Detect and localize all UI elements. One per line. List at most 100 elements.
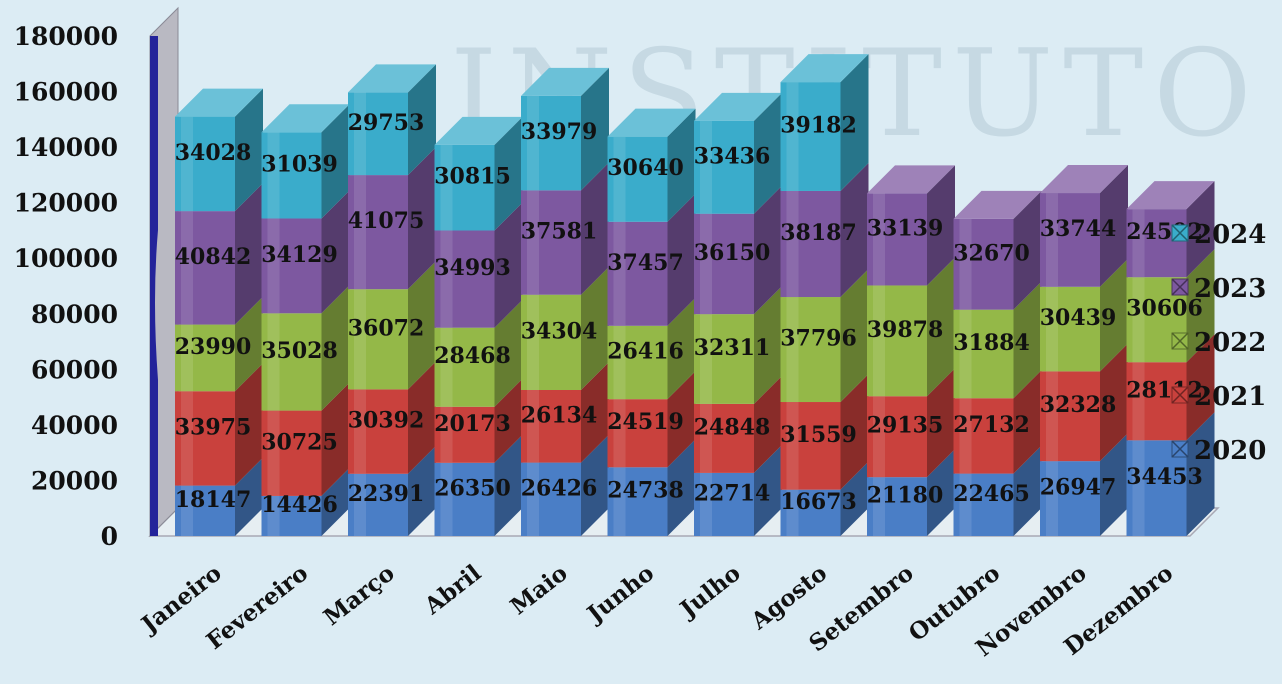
bar-side-2021 [927, 368, 955, 478]
bar-stack-Junho [607, 108, 696, 536]
data-label-2021: 27132 [953, 412, 1030, 438]
data-label-2024: 33979 [521, 119, 598, 145]
bar-highlight [959, 398, 972, 474]
bar-highlight [786, 402, 799, 490]
bar-stack-Janeiro [175, 88, 263, 536]
bar-side-2023 [494, 202, 523, 328]
data-label-2021: 28112 [1126, 377, 1203, 403]
data-label-2023: 36150 [694, 240, 771, 266]
bar-highlight [786, 489, 799, 536]
bar-side-2022 [408, 261, 436, 390]
bar-highlight [267, 132, 280, 219]
bar-side-2022 [1013, 281, 1042, 399]
bar-side-2021 [1186, 334, 1215, 441]
data-label-2023: 38187 [780, 220, 857, 246]
data-label-2020: 26947 [1040, 475, 1117, 501]
x-category-label: Março [319, 559, 400, 631]
bar-side-2021 [235, 363, 263, 486]
chart-walls [149, 6, 179, 538]
bar-side-2020 [840, 461, 869, 536]
bar-side-2022 [1186, 249, 1215, 363]
bar-highlight [1046, 193, 1058, 287]
data-label-2024: 34028 [175, 140, 252, 166]
data-label-2021: 29135 [867, 413, 944, 439]
bar-side-2020 [1186, 412, 1215, 536]
bar-highlight [181, 116, 193, 212]
bar-highlight [700, 472, 712, 536]
bar-side-2020 [494, 434, 523, 536]
data-label-2023: 24502 [1126, 219, 1203, 245]
data-label-2023: 40842 [175, 244, 252, 270]
data-label-2021: 33975 [175, 414, 252, 440]
data-label-2020: 34453 [1126, 464, 1203, 490]
legend-swatch-mark [1171, 224, 1189, 242]
bar-highlight [700, 120, 712, 214]
data-label-2021: 30725 [261, 429, 338, 455]
data-label-2022: 28468 [434, 343, 511, 369]
bar-top-2024 [780, 54, 869, 83]
bar-highlight [527, 190, 539, 295]
bar-side-2021 [1013, 370, 1042, 474]
legend-label: 2024 [1194, 220, 1266, 250]
data-label-2021: 20173 [434, 411, 511, 437]
bar-side-2023 [408, 147, 436, 290]
bar-stack-Março [348, 64, 436, 536]
data-label-2020: 22465 [953, 481, 1030, 507]
bar-stack-Fevereiro [261, 104, 350, 536]
y-tick-label: 60000 [31, 355, 118, 384]
bar-side-2023 [321, 190, 350, 314]
y-tick-label: 120000 [14, 189, 118, 218]
bar-highlight [267, 313, 280, 411]
bar-highlight [440, 144, 453, 231]
bar-highlight [786, 190, 799, 298]
bar-side-2020 [1013, 445, 1042, 536]
data-label-2022: 31884 [953, 330, 1030, 356]
bar-side-2021 [1100, 343, 1128, 462]
data-label-2023: 34129 [261, 242, 338, 268]
data-labels: 18147 33975 23990 40842 34028 14426 30725 35028… [175, 110, 1203, 518]
y-tick-label: 20000 [31, 466, 118, 495]
bar-highlight [786, 297, 799, 403]
bar-side-2020 [667, 439, 696, 536]
data-label-2020: 26426 [521, 475, 598, 501]
bar-highlight [1132, 440, 1145, 536]
bar-top-2023 [1126, 181, 1215, 210]
bar-highlight [613, 136, 626, 222]
data-label-2022: 32311 [694, 335, 771, 361]
bar-highlight [527, 294, 539, 390]
bar-highlight [354, 473, 366, 536]
legend-swatch-mark [1171, 386, 1189, 404]
bar-highlight [440, 406, 453, 463]
bar-side-2020 [927, 449, 955, 536]
legend: 2024 2023 2022 2021 2020 [1171, 220, 1266, 466]
bar-side-2024 [235, 88, 263, 212]
data-label-2022: 39878 [867, 317, 944, 343]
data-label-2021: 32328 [1040, 392, 1117, 418]
bar-stack-Outubro [953, 190, 1042, 536]
bar-top-2024 [348, 64, 436, 93]
bar-side-2023 [1186, 181, 1215, 278]
bar-stack-Julho [694, 92, 782, 536]
data-label-2024: 39182 [780, 113, 857, 139]
bar-highlight [181, 324, 193, 392]
x-category-label: Julho [674, 559, 746, 624]
bar-highlight [786, 82, 799, 191]
bar-side-2024 [754, 92, 782, 214]
bar-highlight [873, 477, 885, 536]
bar-highlight [1132, 277, 1145, 363]
data-label-2022: 30439 [1040, 305, 1117, 331]
bar-side-2021 [667, 371, 696, 468]
y-tick-label: 0 [101, 522, 118, 551]
y-tick-label: 180000 [14, 22, 118, 51]
data-label-2020: 26350 [434, 475, 511, 501]
data-label-2023: 34993 [434, 255, 511, 281]
data-label-2024: 30640 [607, 155, 684, 181]
bar-highlight [354, 175, 366, 290]
bar-stack-Dezembro [1126, 181, 1215, 536]
bar-side-2020 [581, 434, 609, 536]
legend-swatch-mark [1171, 332, 1189, 350]
legend-item-2020: 2020 [1171, 436, 1266, 466]
bar-side-2023 [235, 183, 263, 325]
x-category-label: Abril [419, 559, 487, 620]
bar-side-2024 [494, 116, 523, 231]
